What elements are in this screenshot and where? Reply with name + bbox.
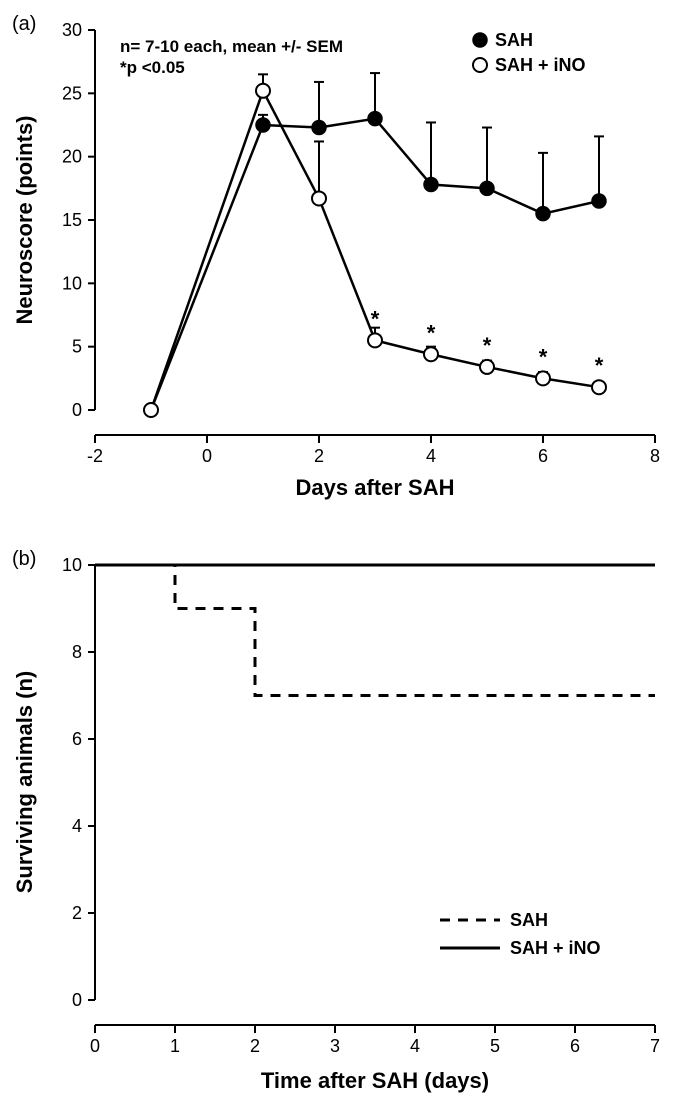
significance-star: * [483, 333, 492, 358]
data-point-SAH_iNO [368, 333, 382, 347]
series-line-SAH [151, 119, 599, 410]
significance-star: * [427, 320, 436, 345]
legend-label-sah: SAH [495, 30, 533, 50]
b-ytick-6: 6 [72, 729, 82, 749]
b-xtick-7: 7 [650, 1036, 660, 1056]
data-point-SAH_iNO [536, 371, 550, 385]
ytick-25: 25 [62, 83, 82, 103]
panel-a-annotation-1: n= 7-10 each, mean +/- SEM [120, 37, 343, 56]
legend-marker-sah-ino [473, 58, 487, 72]
xtick-6: 6 [538, 446, 548, 466]
panel-b-legend: SAH SAH + iNO [440, 910, 601, 958]
data-point-SAH [536, 207, 550, 221]
panel-b-ylabel: Surviving animals (n) [12, 671, 37, 894]
b-xtick-2: 2 [250, 1036, 260, 1056]
b-xtick-4: 4 [410, 1036, 420, 1056]
data-point-SAH [592, 194, 606, 208]
b-ytick-10: 10 [62, 555, 82, 575]
panel-b-x-ticks: 0 1 2 3 4 5 6 7 [90, 1025, 660, 1056]
data-point-SAH_iNO [144, 403, 158, 417]
xtick-2: 2 [314, 446, 324, 466]
significance-star: * [595, 353, 604, 378]
series-line-SAH_iNO [151, 91, 599, 410]
b-legend-label-sah-ino: SAH + iNO [510, 938, 601, 958]
data-point-SAH_iNO [312, 191, 326, 205]
panel-a-x-ticks: -2 0 2 4 6 8 [87, 435, 660, 466]
panel-a-annotation-2: *p <0.05 [120, 58, 185, 77]
panel-a-label: (a) [12, 13, 36, 35]
b-xtick-3: 3 [330, 1036, 340, 1056]
b-legend-label-sah: SAH [510, 910, 548, 930]
data-point-SAH_iNO [480, 360, 494, 374]
panel-b-label: (b) [12, 548, 36, 570]
data-point-SAH [256, 118, 270, 132]
b-ytick-4: 4 [72, 816, 82, 836]
figure: (a) 0 5 10 15 20 25 30 -2 0 2 4 6 8 Days… [0, 0, 697, 1105]
xtick-0: 0 [202, 446, 212, 466]
panel-b-xlabel: Time after SAH (days) [261, 1068, 489, 1093]
ytick-10: 10 [62, 273, 82, 293]
ytick-5: 5 [72, 337, 82, 357]
legend-marker-sah [473, 33, 487, 47]
significance-star: * [371, 306, 380, 331]
ytick-0: 0 [72, 400, 82, 420]
panel-a-xlabel: Days after SAH [296, 475, 455, 500]
data-point-SAH_iNO [592, 380, 606, 394]
panel-a: (a) 0 5 10 15 20 25 30 -2 0 2 4 6 8 Days… [12, 13, 660, 500]
b-xtick-0: 0 [90, 1036, 100, 1056]
xtick--2: -2 [87, 446, 103, 466]
b-xtick-1: 1 [170, 1036, 180, 1056]
ytick-15: 15 [62, 210, 82, 230]
ytick-30: 30 [62, 20, 82, 40]
data-point-SAH_iNO [256, 84, 270, 98]
panel-a-plot-area: * * * * * [144, 73, 606, 417]
data-point-SAH_iNO [424, 347, 438, 361]
survival-line-SAH [95, 565, 655, 696]
data-point-SAH [480, 181, 494, 195]
b-ytick-0: 0 [72, 990, 82, 1010]
xtick-8: 8 [650, 446, 660, 466]
panel-b-plot-area [95, 565, 655, 696]
b-ytick-8: 8 [72, 642, 82, 662]
panel-a-legend: SAH SAH + iNO [473, 30, 586, 75]
panel-b: (b) 0 2 4 6 8 10 0 1 2 3 4 5 6 7 Time af… [12, 548, 660, 1093]
significance-star: * [539, 344, 548, 369]
b-xtick-6: 6 [570, 1036, 580, 1056]
data-point-SAH [368, 112, 382, 126]
legend-label-sah-ino: SAH + iNO [495, 55, 586, 75]
ytick-20: 20 [62, 147, 82, 167]
data-point-SAH [424, 178, 438, 192]
panel-a-y-ticks: 0 5 10 15 20 25 30 [62, 20, 95, 420]
b-xtick-5: 5 [490, 1036, 500, 1056]
data-point-SAH [312, 121, 326, 135]
panel-b-y-ticks: 0 2 4 6 8 10 [62, 555, 95, 1010]
b-ytick-2: 2 [72, 903, 82, 923]
xtick-4: 4 [426, 446, 436, 466]
panel-a-ylabel: Neuroscore (points) [12, 115, 37, 324]
